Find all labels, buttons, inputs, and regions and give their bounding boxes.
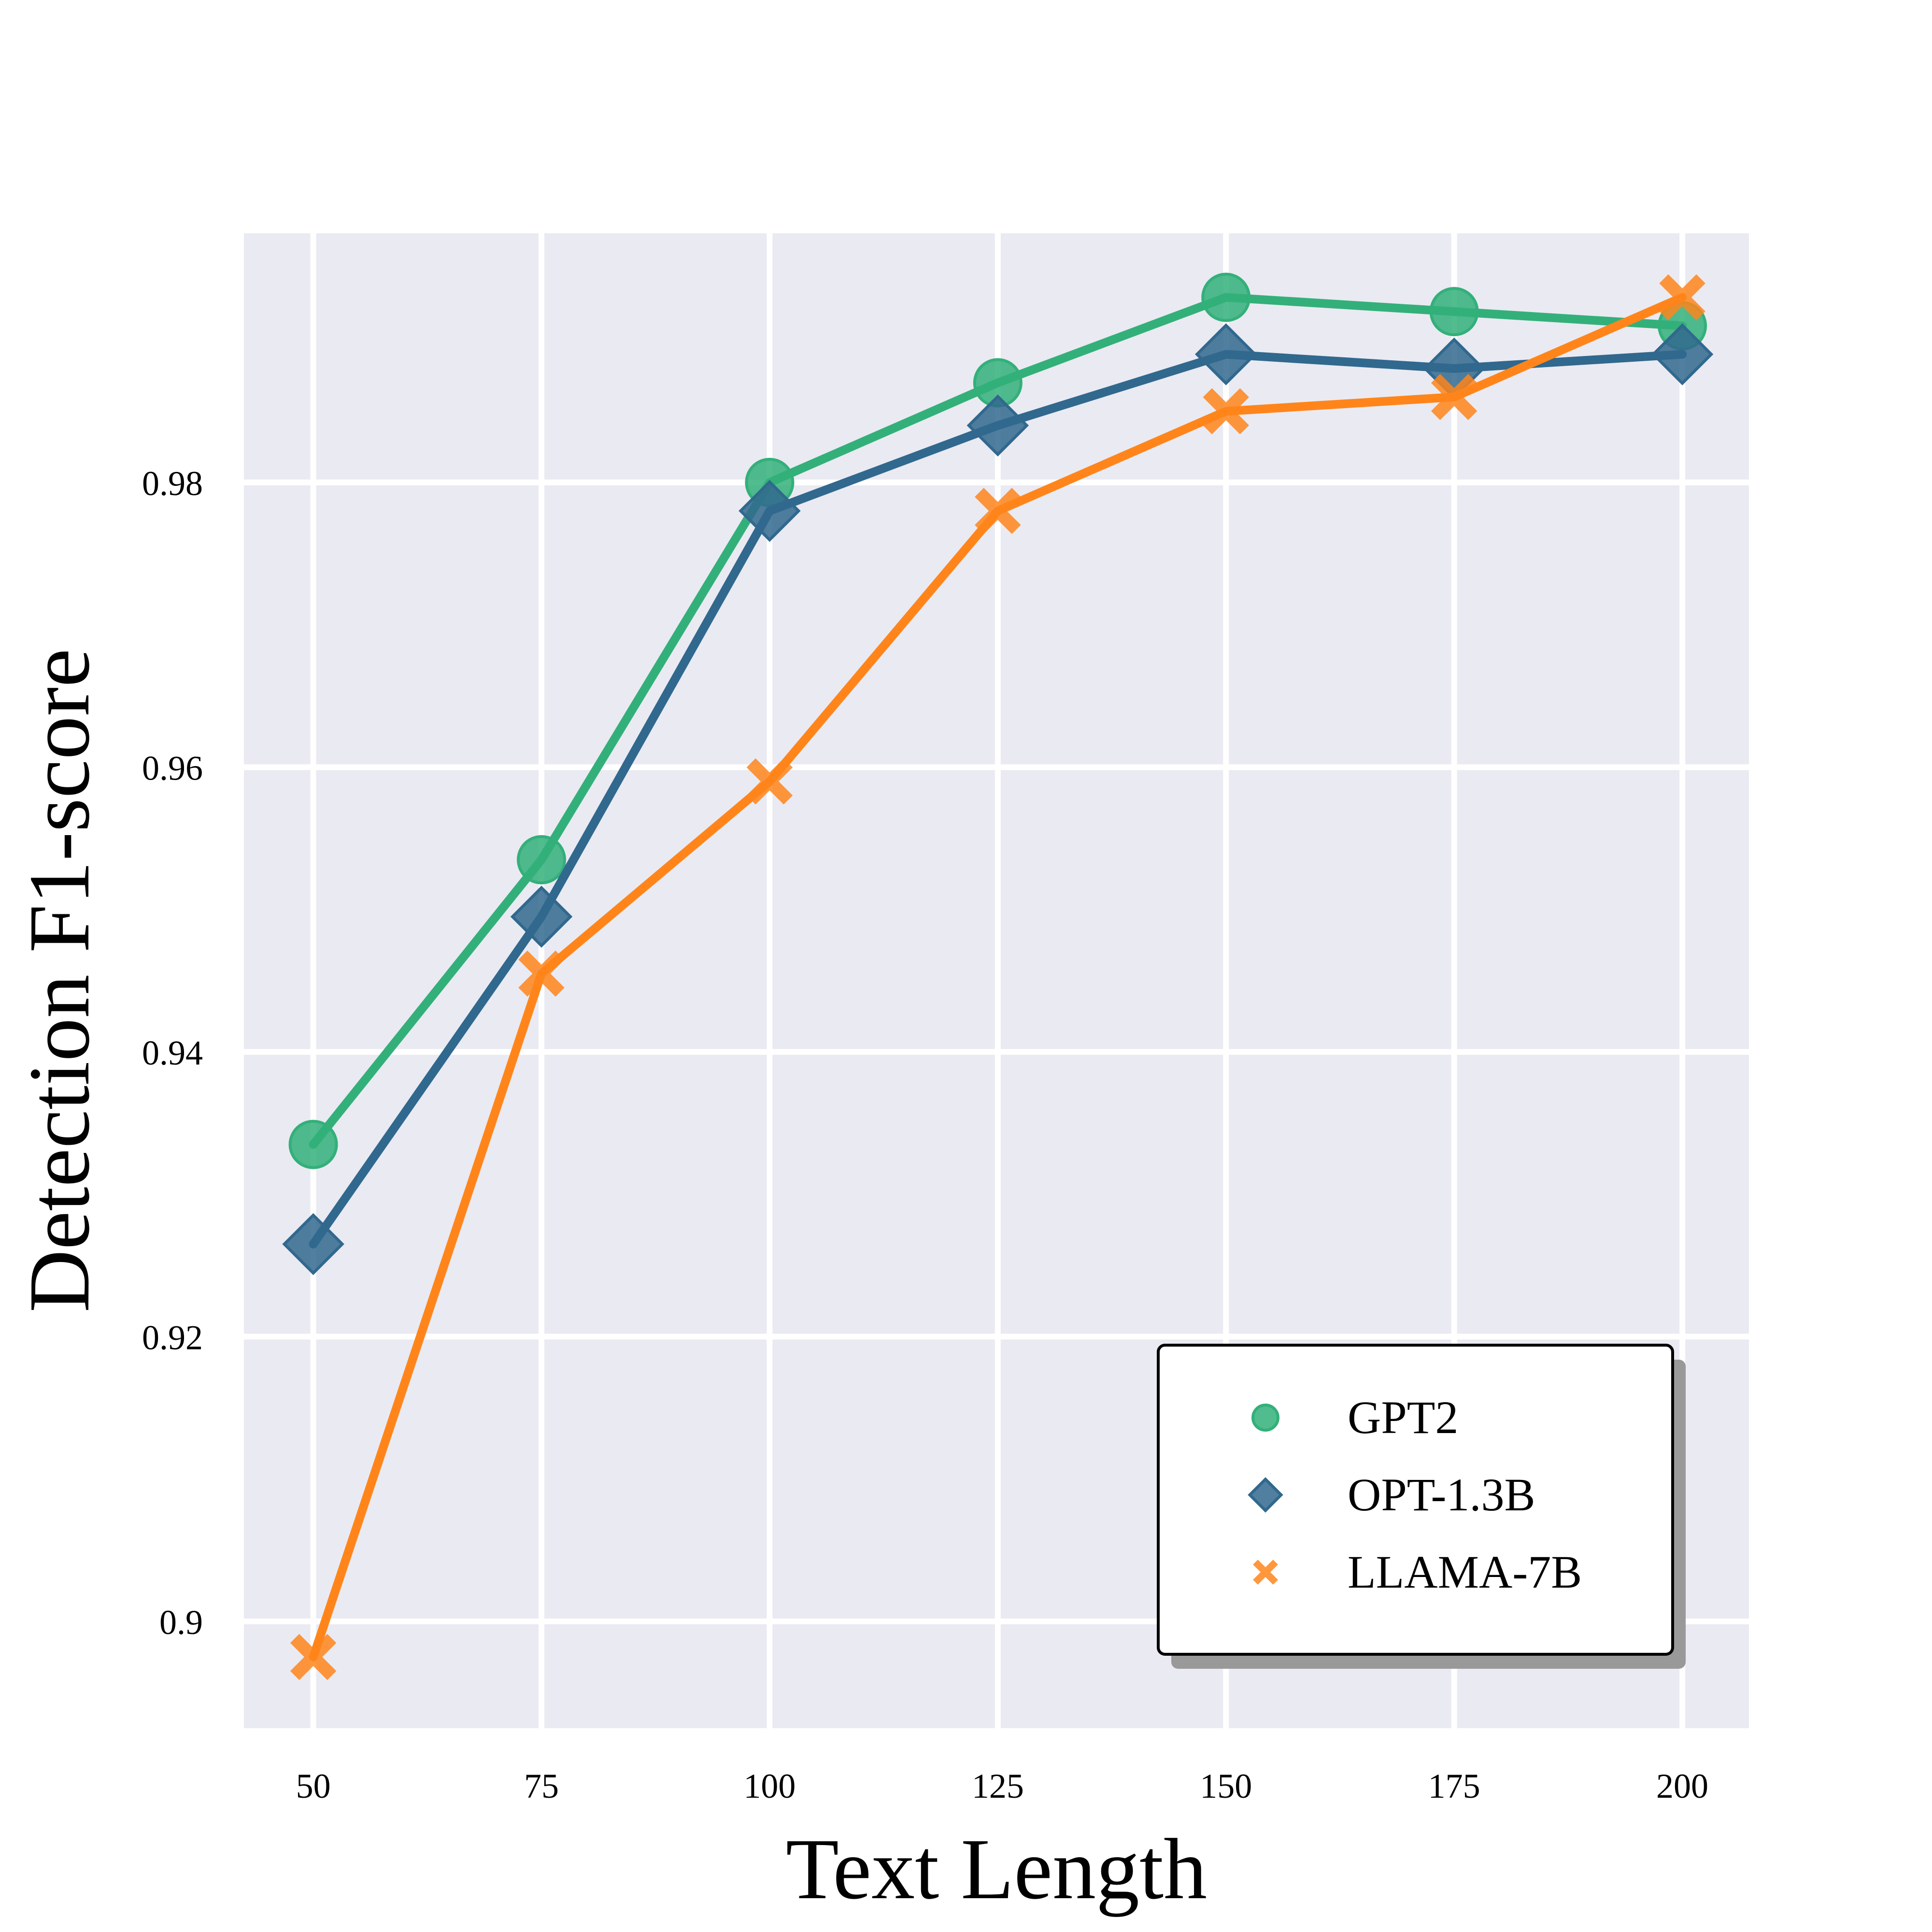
data-point xyxy=(1203,388,1249,435)
legend-marker xyxy=(1253,1560,1278,1585)
data-point xyxy=(975,488,1021,534)
x-tick-label: 150 xyxy=(1200,1767,1252,1805)
legend-label: OPT-1.3B xyxy=(1348,1469,1535,1520)
y-tick-label: 0.96 xyxy=(142,749,203,787)
data-point xyxy=(1194,323,1257,385)
legend-marker xyxy=(1248,1477,1283,1513)
legend-label: LLAMA-7B xyxy=(1348,1546,1582,1598)
y-tick-label: 0.92 xyxy=(142,1318,203,1357)
x-tick-label: 75 xyxy=(524,1767,559,1805)
y-tick-label: 0.9 xyxy=(159,1603,203,1642)
x-tick-label: 50 xyxy=(296,1767,331,1805)
legend-item: LLAMA-7B xyxy=(1253,1546,1582,1598)
data-point xyxy=(1659,274,1705,321)
x-axis-label: Text Length xyxy=(786,1821,1207,1917)
data-point xyxy=(1431,374,1477,420)
data-point xyxy=(739,480,801,542)
data-point xyxy=(517,835,567,884)
data-point xyxy=(1201,272,1251,322)
data-point xyxy=(510,885,573,948)
series-opt-1-3b xyxy=(282,323,1714,1276)
x-tick-label: 125 xyxy=(972,1767,1024,1805)
data-point xyxy=(966,394,1029,457)
y-axis-ticks: 0.9 0.92 0.94 0.96 0.98 xyxy=(142,464,203,1642)
data-point xyxy=(1651,323,1714,385)
x-axis-ticks: 50 75 100 125 150 175 200 xyxy=(296,1767,1708,1805)
legend-frame xyxy=(1157,1344,1674,1656)
data-point xyxy=(746,758,793,805)
data-point xyxy=(282,1213,344,1276)
legend-marker xyxy=(1251,1404,1279,1432)
x-tick-label: 100 xyxy=(743,1767,796,1805)
data-point xyxy=(518,951,565,997)
data-point xyxy=(290,1634,337,1680)
x-tick-label: 200 xyxy=(1656,1767,1708,1805)
series-layer xyxy=(282,272,1714,1680)
data-point xyxy=(1429,287,1479,337)
data-point xyxy=(288,1120,338,1169)
y-axis-label: Detection F1-score xyxy=(11,649,107,1313)
series-gpt2 xyxy=(288,272,1707,1169)
legend-label: GPT2 xyxy=(1348,1392,1458,1443)
legend: GPT2 OPT-1.3B LLAMA-7B xyxy=(1157,1344,1686,1669)
series-llama-7b xyxy=(290,274,1705,1680)
y-tick-label: 0.98 xyxy=(142,464,203,503)
legend-item: GPT2 xyxy=(1251,1392,1458,1443)
y-tick-label: 0.94 xyxy=(142,1034,203,1072)
legend-item: OPT-1.3B xyxy=(1248,1469,1535,1520)
x-tick-label: 175 xyxy=(1428,1767,1480,1805)
